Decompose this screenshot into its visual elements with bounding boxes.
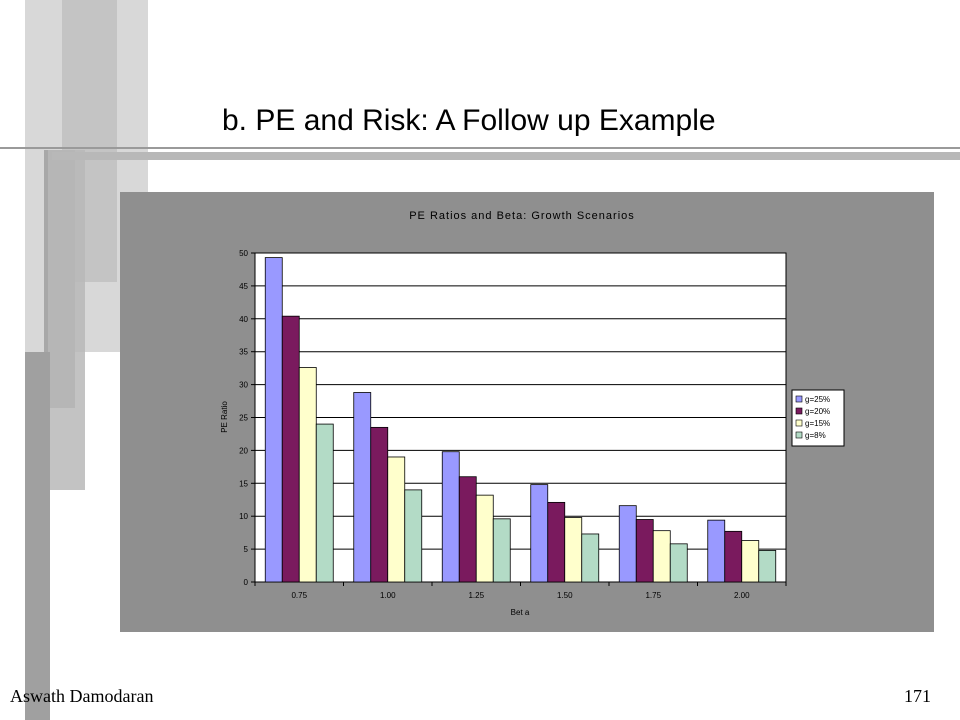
y-tick-label: 40 xyxy=(239,315,248,324)
legend-label: g=8% xyxy=(805,431,826,440)
x-ticks: 0.75 1.00 1.25 1.50 1.75 2.00 xyxy=(254,582,787,600)
y-tick-label: 50 xyxy=(239,249,248,258)
x-tick-label: 1.75 xyxy=(645,591,661,600)
bar-1.00-g=20% xyxy=(370,426,389,583)
chart-title: PE Ratios and Beta: Growth Scenarios xyxy=(409,210,635,222)
bar-2.00-g=25% xyxy=(707,519,726,583)
y-tick-label: 45 xyxy=(239,282,248,291)
bar-2.00-g=20% xyxy=(724,530,743,583)
chart-panel: PE Ratios and Beta: Growth Scenarios 0 5 1… xyxy=(120,192,934,632)
bar-1.75-g=25% xyxy=(618,505,637,583)
bar-1.25-g=8% xyxy=(492,518,511,583)
legend-swatch xyxy=(795,407,803,415)
legend-label: g=20% xyxy=(805,407,830,416)
y-tick-label: 30 xyxy=(239,381,248,390)
bar-1.25-g=15% xyxy=(475,494,494,583)
legend-swatch xyxy=(795,395,803,403)
bar-0.75-g=25% xyxy=(264,257,283,583)
decor-rule-top xyxy=(0,147,960,149)
page-number: 171 xyxy=(904,686,931,706)
bar-1.00-g=25% xyxy=(353,392,372,583)
y-ticks: 0 5 10 15 20 25 30 35 40 45 50 xyxy=(239,249,255,587)
legend-label: g=25% xyxy=(805,395,830,404)
bar-1.25-g=20% xyxy=(458,476,477,583)
bar-0.75-g=15% xyxy=(298,367,317,583)
bar-2.00-g=8% xyxy=(758,550,777,583)
y-tick-label: 5 xyxy=(244,545,249,554)
bar-1.50-g=8% xyxy=(581,533,600,583)
bar-1.25-g=25% xyxy=(441,451,460,583)
bar-1.75-g=15% xyxy=(652,530,671,583)
grid xyxy=(255,285,786,550)
bar-1.50-g=15% xyxy=(564,517,583,583)
bars xyxy=(264,257,777,583)
bar-1.00-g=15% xyxy=(387,456,406,583)
y-tick-label: 20 xyxy=(239,446,248,455)
y-tick-label: 15 xyxy=(239,479,248,488)
bar-1.00-g=8% xyxy=(404,489,423,583)
x-tick-label: 2.00 xyxy=(734,591,750,600)
bar-1.50-g=20% xyxy=(547,501,566,583)
y-tick-label: 35 xyxy=(239,348,248,357)
legend: g=25% g=20% g=15% g=8% xyxy=(791,389,845,447)
decor-bar-column-c xyxy=(25,352,50,720)
legend-swatch xyxy=(795,431,803,439)
bar-1.75-g=20% xyxy=(635,519,654,583)
bar-2.00-g=15% xyxy=(741,540,760,583)
bar-1.50-g=25% xyxy=(530,484,549,583)
slide-title: b. PE and Risk: A Follow up Example xyxy=(222,104,716,137)
y-tick-label: 10 xyxy=(239,512,248,521)
decor-bar-column-b xyxy=(48,150,85,490)
chart: PE Ratios and Beta: Growth Scenarios 0 5 1… xyxy=(220,210,845,617)
x-tick-label: 1.50 xyxy=(557,591,573,600)
y-tick-label: 0 xyxy=(244,578,249,587)
legend-swatch xyxy=(795,419,803,427)
decor-rule-thick xyxy=(52,152,960,160)
y-tick-label: 25 xyxy=(239,414,248,423)
x-tick-label: 1.00 xyxy=(380,591,396,600)
bar-0.75-g=8% xyxy=(315,423,334,583)
y-axis-label: PE Ratio xyxy=(220,401,229,433)
x-tick-label: 1.25 xyxy=(468,591,484,600)
bar-1.75-g=8% xyxy=(669,543,688,583)
bar-0.75-g=20% xyxy=(281,315,300,583)
footer-author: Aswath Damodaran xyxy=(10,686,154,706)
x-tick-label: 0.75 xyxy=(291,591,307,600)
x-axis-label: Bet a xyxy=(511,608,530,617)
legend-label: g=15% xyxy=(805,419,830,428)
